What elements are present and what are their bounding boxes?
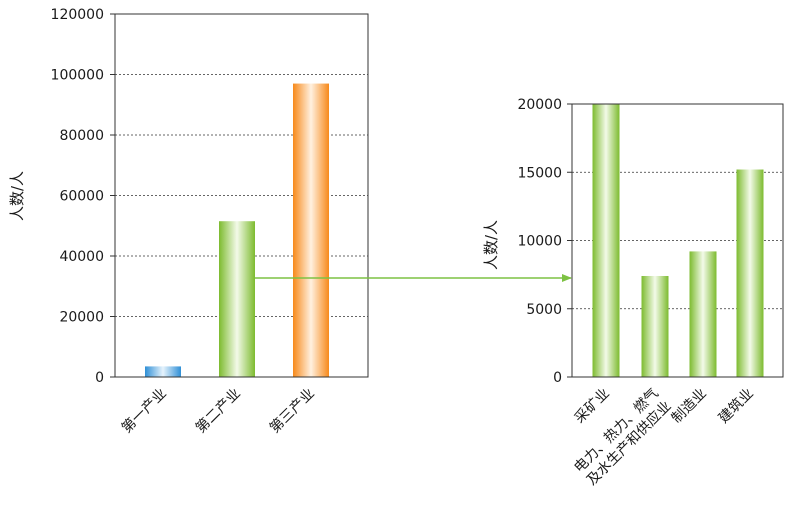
chart2-bar-3 — [689, 251, 717, 377]
chart2-bar-2 — [641, 275, 669, 377]
chart1-category-label: 第二产业 — [192, 385, 244, 437]
chart2-category-label: 制造业 — [669, 386, 710, 427]
chart2-ytick-label: 5000 — [526, 302, 562, 318]
chart1-category-label: 第三产业 — [266, 385, 318, 437]
chart2-category-label: 建筑业 — [716, 386, 757, 427]
chart1-bar-2 — [219, 221, 255, 377]
chart2-category-label: 采矿业 — [572, 386, 613, 427]
chart2-bar-1 — [592, 104, 620, 377]
chart2-bar-4 — [736, 169, 764, 377]
chart2-y-axis-label: 人数/人 — [482, 220, 500, 270]
chart1-ytick-label: 80000 — [59, 128, 104, 144]
chart1-ytick-label: 100000 — [51, 68, 104, 84]
chart1-ytick-label: 40000 — [59, 249, 104, 265]
chart2-ytick-label: 0 — [553, 370, 562, 386]
chart1-bar-3 — [293, 83, 329, 377]
chart1-ytick-label: 60000 — [59, 189, 104, 205]
chart1-category-label: 第一产业 — [118, 385, 170, 437]
chart2-ytick-label: 20000 — [517, 97, 562, 113]
chart1-bar-1 — [145, 366, 181, 377]
chart1-ytick-label: 120000 — [51, 7, 104, 23]
chart1-y-axis-label: 人数/人 — [8, 171, 26, 221]
chart1-plot-frame — [114, 13, 369, 378]
chart1-ytick-label: 20000 — [59, 310, 104, 326]
chart2-plot-frame — [571, 103, 784, 378]
chart2-ytick-label: 15000 — [517, 165, 562, 181]
chart2-ytick-label: 10000 — [517, 234, 562, 250]
chart1-ytick-label: 0 — [95, 370, 104, 386]
